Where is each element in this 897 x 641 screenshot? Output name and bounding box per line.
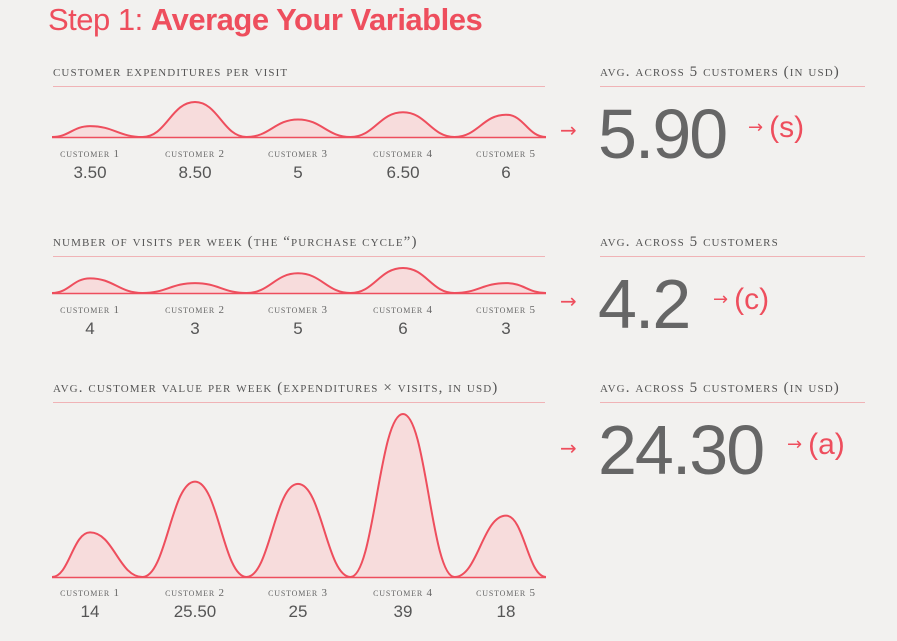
- s2-customer-1-label: customer 1: [60, 304, 120, 316]
- section-1-rule: [53, 86, 545, 87]
- section-2-avg-rule: [600, 256, 865, 257]
- section-3-wave-chart: [52, 412, 546, 579]
- section-3-average-value: 24.30: [598, 411, 765, 489]
- section-3-variable: (a): [808, 428, 845, 461]
- section-3-avg-label: avg. across 5 customers (in usd): [600, 380, 840, 396]
- s1-customer-1-value: 3.50: [73, 163, 107, 182]
- s2-customer-5-label: customer 5: [476, 304, 536, 316]
- s2-customer-3-label: customer 3: [268, 304, 328, 316]
- wave-area-fill: [52, 268, 546, 294]
- arrow-right-icon: →: [748, 117, 764, 138]
- section-2-avg-label: avg. across 5 customers: [600, 234, 779, 250]
- section-2-average-value: 4.2: [598, 265, 691, 343]
- s2-customer-5-value: 3: [501, 319, 511, 338]
- s2-customer-4-label: customer 4: [373, 304, 433, 316]
- section-3-rule: [53, 402, 545, 403]
- section-1-avg-rule: [600, 86, 865, 87]
- s3-customer-3-value: 25: [288, 602, 308, 621]
- s1-customer-1-label: customer 1: [60, 148, 120, 160]
- arrow-right-icon: →: [560, 118, 577, 142]
- s2-customer-2-value: 3: [190, 319, 200, 338]
- s3-customer-5-value: 18: [496, 602, 516, 621]
- s3-customer-2-label: customer 2: [165, 587, 225, 599]
- section-1-average-value: 5.90: [598, 95, 728, 173]
- wave-area-fill: [52, 414, 546, 578]
- section-1-avg-label: avg. across 5 customers (in usd): [600, 64, 840, 80]
- section-2-wave-chart: [52, 266, 546, 295]
- s3-customer-4-value: 39: [393, 602, 413, 621]
- section-1-label: customer expenditures per visit: [53, 64, 289, 80]
- section-1-variable: (s): [769, 111, 805, 144]
- section-2-variable-tag: → (c): [713, 283, 769, 317]
- page-title-main: Average Your Variables: [150, 2, 483, 37]
- s1-customer-5-label: customer 5: [476, 148, 536, 160]
- s3-customer-5-label: customer 5: [476, 587, 536, 599]
- section-3-label: avg. customer value per week (expenditur…: [53, 380, 499, 396]
- wave-series-line: [52, 100, 546, 139]
- section-3-avg-rule: [600, 402, 865, 403]
- s1-customer-2-value: 8.50: [178, 163, 212, 182]
- section-2-label: number of visits per week (the “purchase…: [53, 234, 418, 250]
- section-1-wave-chart: [52, 100, 546, 139]
- s3-customer-3-label: customer 3: [268, 587, 328, 599]
- s3-customer-2-value: 25.50: [173, 602, 217, 621]
- s2-customer-1-value: 4: [85, 319, 95, 338]
- s3-customer-1-label: customer 1: [60, 587, 120, 599]
- s1-customer-4-value: 6.50: [386, 163, 420, 182]
- section-3-variable-tag: → (a): [787, 428, 845, 462]
- arrow-right-icon: →: [787, 434, 803, 455]
- s1-customer-5-value: 6: [501, 163, 511, 182]
- section-1-variable-tag: → (s): [748, 111, 804, 145]
- s1-customer-4-label: customer 4: [373, 148, 433, 160]
- s2-customer-2-label: customer 2: [165, 304, 225, 316]
- s1-customer-2-label: customer 2: [165, 148, 225, 160]
- wave-series-line: [52, 266, 546, 295]
- arrow-right-icon: →: [713, 289, 729, 310]
- s1-customer-3-label: customer 3: [268, 148, 328, 160]
- s2-customer-4-value: 6: [398, 319, 408, 338]
- page-title-prefix: Step 1:: [48, 2, 143, 37]
- s2-customer-3-value: 5: [293, 319, 303, 338]
- arrow-right-icon: →: [560, 436, 577, 460]
- s1-customer-3-value: 5: [293, 163, 303, 182]
- s3-customer-4-label: customer 4: [373, 587, 433, 599]
- page-title: Step 1: Average Your Variables: [48, 2, 483, 38]
- arrow-right-icon: →: [560, 289, 577, 313]
- section-2-rule: [53, 256, 545, 257]
- s3-customer-1-value: 14: [80, 602, 100, 621]
- wave-series-line: [52, 412, 546, 579]
- section-2-variable: (c): [734, 283, 770, 316]
